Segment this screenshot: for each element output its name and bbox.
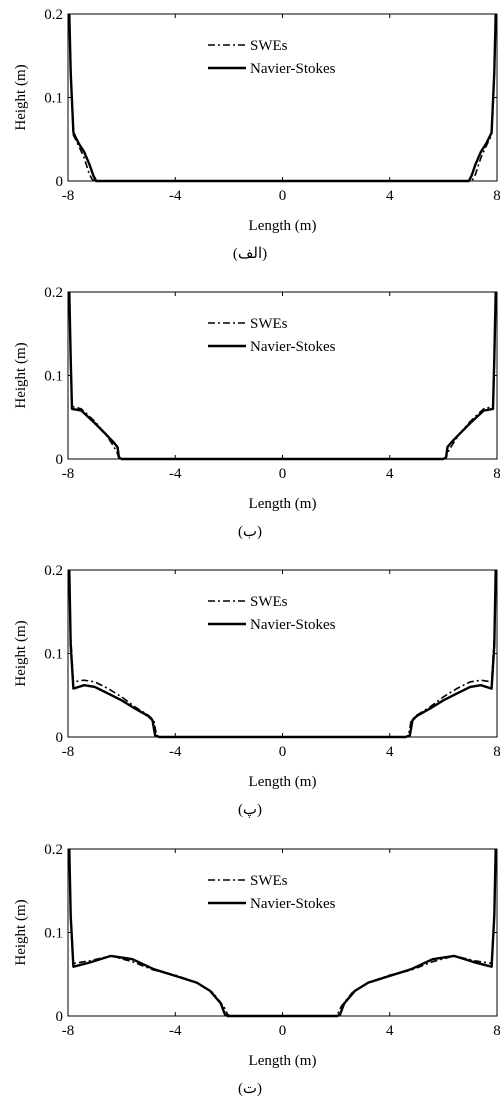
legend-navier-stokes-label: Navier-Stokes xyxy=(250,61,336,77)
x-tick-label: -8 xyxy=(62,188,75,204)
x-axis-label: Length (m) xyxy=(249,218,317,234)
x-axis-label: Length (m) xyxy=(249,1053,317,1069)
y-tick-label: 0.2 xyxy=(44,285,63,301)
chart-panel-4: -8 -4 0 4 8 0 0.1 0.2 Length (m) Height (m) SWEs Na… xyxy=(0,835,500,1111)
chart-svg-4: -8 -4 0 4 8 0 0.1 0.2 Length (m) Height (m) SWEs Na… xyxy=(13,842,500,1069)
chart-svg-1: -8 -4 0 4 8 0 0.1 0.2 Length (m) Height (m) SWEs Na… xyxy=(13,7,500,234)
panel-caption: (ت) xyxy=(237,1081,263,1097)
legend-swes-label: SWEs xyxy=(250,38,288,54)
x-tick-label: -8 xyxy=(62,1023,75,1039)
x-tick-label: 8 xyxy=(493,466,500,482)
legend-swes-label: SWEs xyxy=(250,594,288,610)
y-axis-label: Height (m) xyxy=(13,899,29,965)
y-tick-label: 0.2 xyxy=(44,563,63,579)
x-tick-label: -4 xyxy=(169,744,182,760)
series-navier-stokes-line xyxy=(68,291,497,461)
panel-caption: (الف) xyxy=(232,246,268,262)
y-tick-label: 0 xyxy=(56,730,64,746)
y-axis-label: Height (m) xyxy=(13,342,29,408)
x-tick-label: -8 xyxy=(62,466,75,482)
chart-svg-2: -8 -4 0 4 8 0 0.1 0.2 Length (m) Height (m) SWEs Na… xyxy=(13,285,500,512)
x-tick-label: 4 xyxy=(386,744,394,760)
x-tick-label: 8 xyxy=(493,188,500,204)
x-axis-label: Length (m) xyxy=(249,774,317,790)
x-tick-label: 4 xyxy=(386,466,394,482)
legend-navier-stokes-label: Navier-Stokes xyxy=(250,617,336,633)
x-tick-label: 0 xyxy=(279,466,287,482)
x-tick-label: 8 xyxy=(493,744,500,760)
y-tick-label: 0.1 xyxy=(44,369,63,385)
chart-svg-3: -8 -4 0 4 8 0 0.1 0.2 Length (m) Height (m) SWEs Na… xyxy=(13,563,500,790)
x-tick-label: 4 xyxy=(386,188,394,204)
x-tick-label: 0 xyxy=(279,744,287,760)
chart-panel-2: -8 -4 0 4 8 0 0.1 0.2 Length (m) Height (m) SWEs Na… xyxy=(0,278,500,554)
y-axis-label: Height (m) xyxy=(13,620,29,686)
x-tick-label: -4 xyxy=(169,466,182,482)
x-tick-label: -4 xyxy=(169,1023,182,1039)
series-navier-stokes-line xyxy=(68,848,497,1018)
legend-navier-stokes-label: Navier-Stokes xyxy=(250,896,336,912)
y-tick-label: 0.1 xyxy=(44,926,63,942)
series-navier-stokes-line xyxy=(68,569,497,739)
legend-swes-label: SWEs xyxy=(250,316,288,332)
y-tick-label: 0 xyxy=(56,1009,64,1025)
y-tick-label: 0 xyxy=(56,174,64,190)
y-tick-label: 0.2 xyxy=(44,842,63,858)
x-axis-label: Length (m) xyxy=(249,496,317,512)
y-tick-label: 0.1 xyxy=(44,91,63,107)
series-navier-stokes-line xyxy=(68,13,497,183)
x-tick-label: 4 xyxy=(386,1023,394,1039)
x-tick-label: -4 xyxy=(169,188,182,204)
chart-panel-3: -8 -4 0 4 8 0 0.1 0.2 Length (m) Height (m) SWEs Na… xyxy=(0,556,500,832)
legend-swes-label: SWEs xyxy=(250,873,288,889)
x-tick-label: 0 xyxy=(279,188,287,204)
chart-panel-1: -8 -4 0 4 8 0 0.1 0.2 Length (m) Height (m) SWEs Na… xyxy=(0,0,500,276)
y-tick-label: 0.2 xyxy=(44,7,63,23)
x-tick-label: 0 xyxy=(279,1023,287,1039)
legend-navier-stokes-label: Navier-Stokes xyxy=(250,339,336,355)
y-tick-label: 0.1 xyxy=(44,647,63,663)
x-tick-label: 8 xyxy=(493,1023,500,1039)
panel-caption: (ب) xyxy=(237,524,263,540)
panel-caption: (پ) xyxy=(237,802,263,818)
x-tick-label: -8 xyxy=(62,744,75,760)
y-tick-label: 0 xyxy=(56,452,64,468)
y-axis-label: Height (m) xyxy=(13,64,29,130)
